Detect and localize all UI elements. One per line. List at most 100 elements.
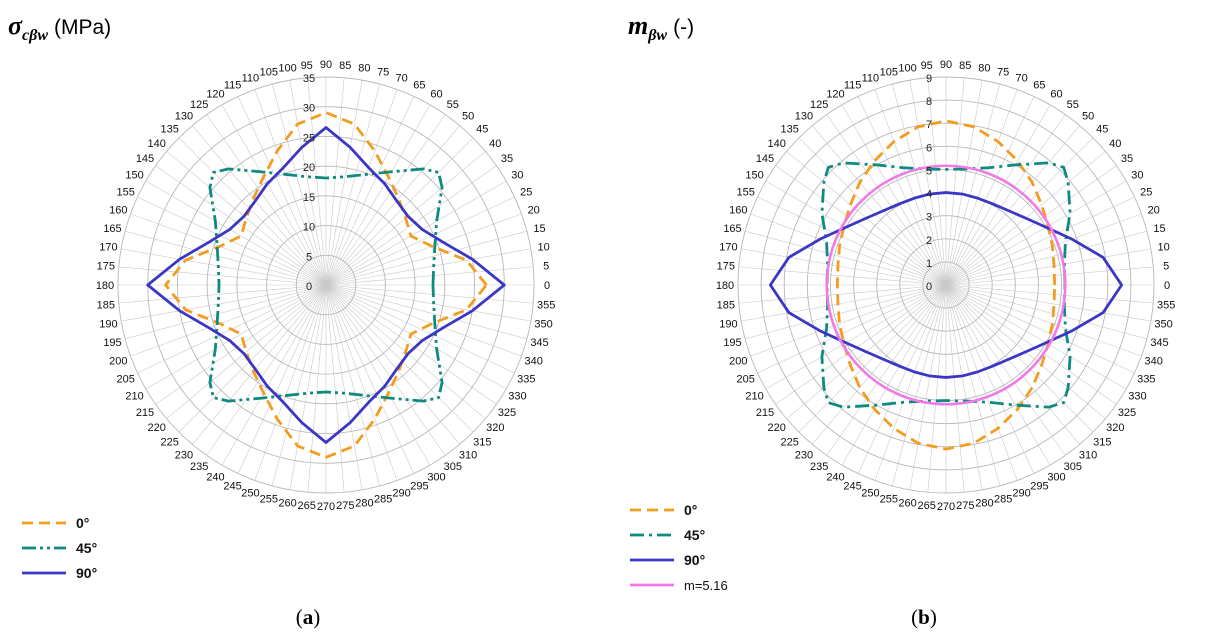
chart-a-title-subscript: cβw <box>22 27 48 44</box>
angular-gridline <box>945 137 1094 286</box>
radial-tick-label: 30 <box>303 103 315 115</box>
angular-tick-label: 5 <box>1163 261 1169 273</box>
angular-tick-label: 115 <box>224 80 242 92</box>
angular-gridline <box>325 96 415 286</box>
angular-tick-label: 180 <box>96 280 114 292</box>
legend-label: 45° <box>76 540 97 556</box>
angular-gridline <box>745 284 947 340</box>
chart-b-title-unit: (-) <box>673 16 694 39</box>
angular-tick-label: 175 <box>717 261 735 273</box>
radial-tick-label: 1 <box>926 258 932 270</box>
angular-gridline <box>325 284 460 445</box>
polar-chart-a: 0510152025303505101520253035404550556065… <box>22 59 555 581</box>
angular-gridline <box>945 77 965 286</box>
radial-gridline <box>760 99 1132 471</box>
radial-tick-label: 9 <box>926 73 932 85</box>
angular-gridline <box>945 284 1127 390</box>
angular-tick-label: 155 <box>117 187 135 199</box>
chart-b-caption-close: ) <box>930 605 937 629</box>
chart-a-caption: (a) <box>296 605 321 629</box>
angular-tick-label: 235 <box>190 461 208 473</box>
angular-tick-label: 335 <box>517 373 535 385</box>
angular-gridline <box>927 284 947 493</box>
angular-gridline <box>945 213 1142 286</box>
legend-item: 90° <box>630 552 705 568</box>
angular-tick-label: 35 <box>1121 153 1133 165</box>
angular-gridline <box>206 284 327 456</box>
angular-gridline <box>221 104 327 286</box>
angular-tick-label: 105 <box>260 67 278 79</box>
angular-tick-label: 150 <box>125 170 143 182</box>
series-90-line <box>768 191 1124 379</box>
angular-tick-label: 165 <box>723 223 741 235</box>
angular-tick-label: 230 <box>795 449 813 461</box>
angular-tick-label: 140 <box>768 138 786 150</box>
angular-tick-label: 130 <box>795 111 813 123</box>
angular-tick-label: 355 <box>537 299 555 311</box>
radial-tick-label: 8 <box>926 96 932 108</box>
angular-gridline <box>271 84 327 286</box>
angular-gridline <box>775 284 947 405</box>
angular-tick-label: 130 <box>175 111 193 123</box>
radial-tick-labels: 0 1 2 3 4 5 6 7 8 9 <box>926 73 932 293</box>
angular-tick-label: 50 <box>1082 111 1094 123</box>
angular-tick-label: 260 <box>898 498 916 510</box>
angular-tick-label: 55 <box>1067 99 1079 111</box>
radial-gridline <box>295 254 357 316</box>
angular-gridline <box>166 151 327 286</box>
angular-gridline <box>325 284 345 493</box>
angular-gridline <box>874 284 947 481</box>
angular-tick-label: 190 <box>99 318 117 330</box>
series-45-line <box>820 161 1072 409</box>
angular-tick-label: 305 <box>1064 461 1082 473</box>
angular-tick-label: 310 <box>1079 449 1097 461</box>
chart-a-title-unit: (MPa) <box>54 16 111 39</box>
angular-gridline <box>945 230 1147 286</box>
angular-gridline <box>145 284 327 390</box>
angular-gridline <box>325 284 531 322</box>
angular-gridline <box>192 125 327 286</box>
angular-tick-label: 140 <box>148 138 166 150</box>
angular-gridline <box>271 284 327 486</box>
angular-tick-label: 10 <box>537 242 549 254</box>
angular-gridline <box>125 284 327 340</box>
angular-gridline <box>741 248 947 286</box>
angular-tick-label: 255 <box>260 494 278 506</box>
legend-item: 0° <box>22 515 89 531</box>
angular-tick-label: 265 <box>298 500 316 512</box>
angular-tick-label: 55 <box>447 99 459 111</box>
angular-tick-label: 275 <box>956 500 974 512</box>
angular-gridline <box>325 284 381 486</box>
angular-tick-label: 240 <box>206 471 224 483</box>
angular-tick-label: 110 <box>862 72 880 84</box>
angular-gridline <box>841 104 947 286</box>
angular-tick-label: 325 <box>1118 407 1136 419</box>
angular-tick-label: 245 <box>223 480 241 492</box>
angular-gridline <box>945 104 1051 286</box>
radial-tick-label: 2 <box>926 235 932 247</box>
angular-tick-label: 70 <box>395 72 407 84</box>
angular-tick-label: 355 <box>1157 299 1175 311</box>
angular-tick-label: 210 <box>125 391 143 403</box>
radial-gridline <box>737 76 1155 494</box>
angular-gridline <box>118 284 327 304</box>
angular-tick-label: 285 <box>994 494 1012 506</box>
angular-gridline <box>307 77 327 286</box>
angular-gridline <box>945 284 1080 445</box>
angular-gridline <box>325 84 381 286</box>
angular-tick-label: 235 <box>810 461 828 473</box>
angular-tick-label: 290 <box>1012 488 1030 500</box>
legend-item: 45° <box>630 527 705 543</box>
radial-tick-label: 10 <box>303 222 315 234</box>
angular-tick-label: 170 <box>99 242 117 254</box>
radial-tick-label: 6 <box>926 142 932 154</box>
angular-tick-label: 330 <box>508 391 526 403</box>
angular-tick-label: 100 <box>278 62 296 74</box>
angular-tick-label: 220 <box>768 422 786 434</box>
legend-item: m=5.16 <box>630 578 728 593</box>
angular-tick-label: 25 <box>520 187 532 199</box>
legend-label: 90° <box>684 552 705 568</box>
angular-tick-label: 160 <box>109 204 127 216</box>
angular-tick-label: 345 <box>1150 337 1168 349</box>
chart-a-caption-open: ( <box>296 605 303 629</box>
